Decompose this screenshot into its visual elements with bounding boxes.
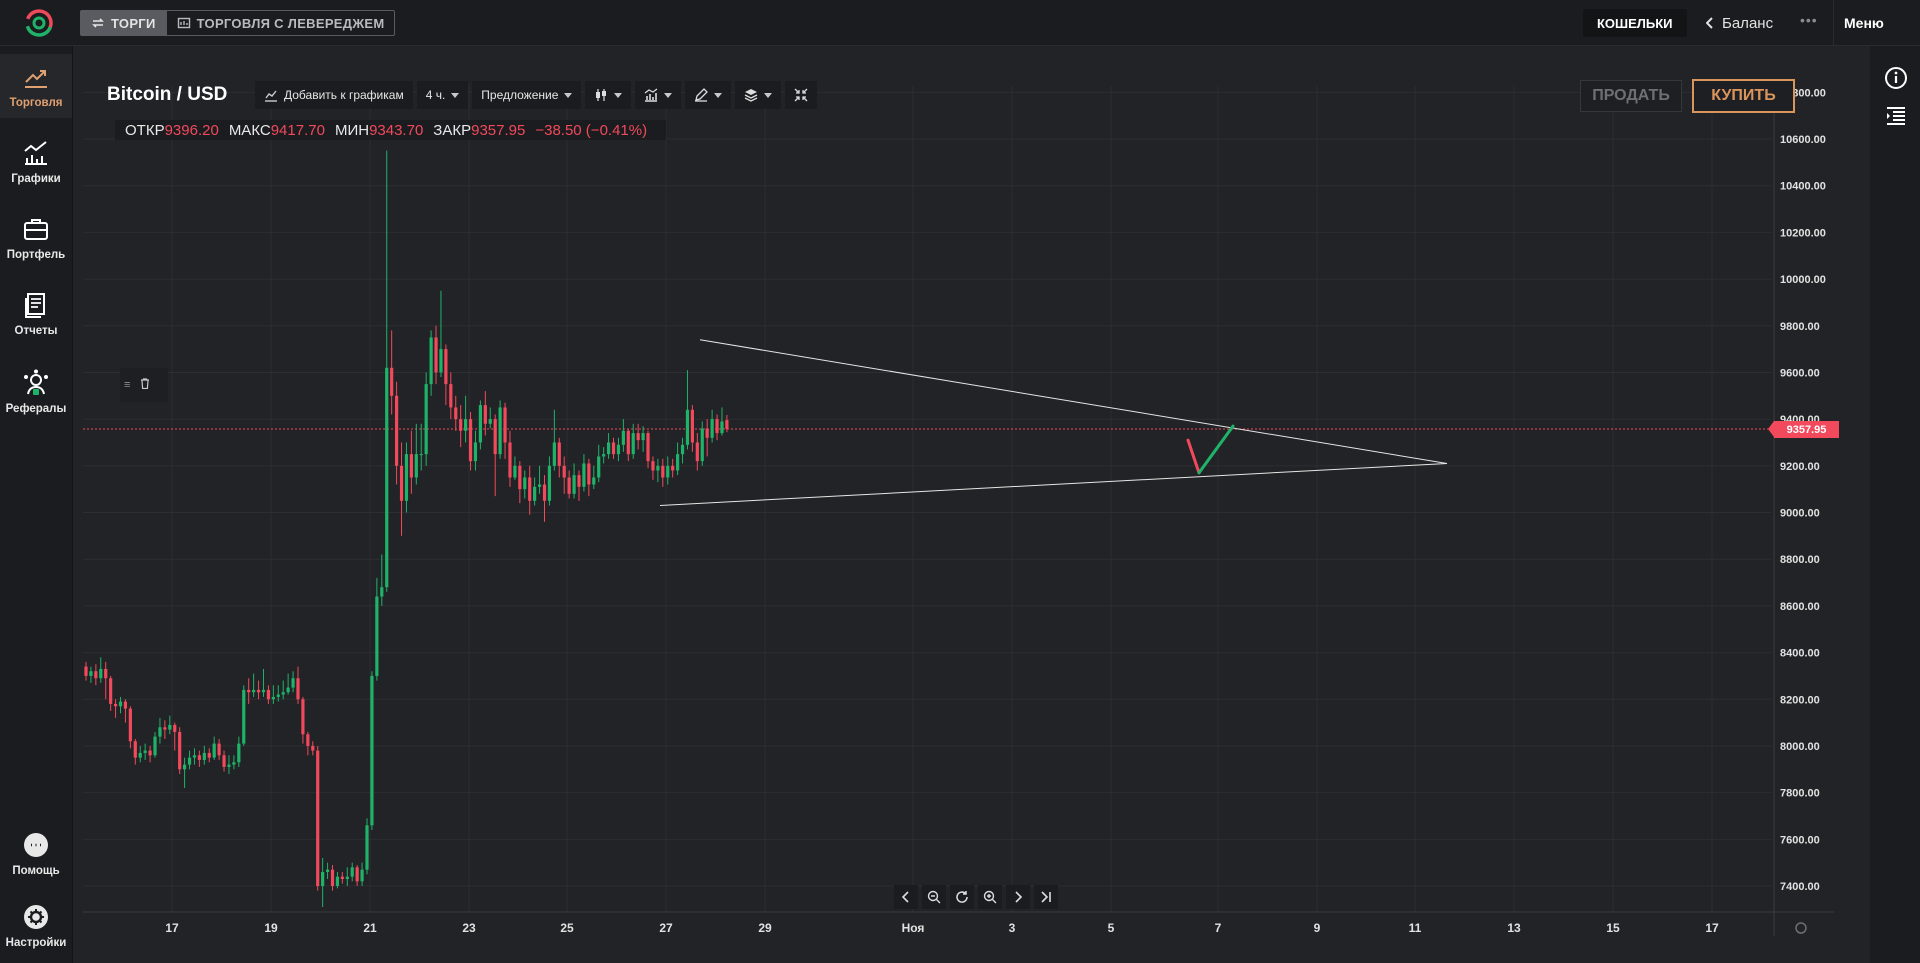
change-value: −38.50 (−0.41%): [535, 122, 647, 139]
sidebar-item-label: Настройки: [6, 937, 67, 949]
help-chat-icon: [22, 831, 50, 859]
wallets-button[interactable]: КОШЕЛЬКИ: [1583, 9, 1687, 37]
briefcase-icon: [22, 215, 50, 243]
drawing-toolbar: ≡: [120, 368, 168, 402]
price-type-select[interactable]: Предложение: [472, 81, 581, 109]
chevron-down-icon: [614, 93, 622, 98]
right-rail: [1870, 46, 1920, 963]
add-to-charts-button[interactable]: Добавить к графикам: [255, 81, 413, 109]
last-price-badge: 9357.95: [1774, 421, 1839, 438]
mode-leverage-label: ТОРГОВЛЯ С ЛЕВЕРЕДЖЕМ: [197, 16, 385, 31]
reports-icon: [22, 291, 50, 319]
sidebar-item-charts[interactable]: Графики: [0, 130, 72, 194]
mode-switch: ТОРГИ ТОРГОВЛЯ С ЛЕВЕРЕДЖЕМ: [80, 10, 395, 36]
exchange-icon: [91, 16, 105, 30]
sidebar-item-referrals[interactable]: Рефералы: [0, 360, 72, 424]
sidebar-item-reports[interactable]: Отчеты: [0, 282, 72, 346]
sidebar-item-label: Отчеты: [15, 325, 58, 337]
chart-navigation: [894, 885, 1058, 909]
skip-end-icon: [1039, 890, 1053, 904]
referrals-icon: [22, 369, 50, 397]
low-label: МИН: [335, 122, 369, 139]
chevron-down-icon: [664, 93, 672, 98]
sidebar-item-label: Рефералы: [6, 403, 67, 415]
high-value: 9417.70: [271, 122, 325, 139]
zoom-out-icon: [927, 890, 941, 904]
sidebar-item-label: Портфель: [7, 249, 65, 261]
open-value: 9396.20: [165, 122, 219, 139]
order-book-icon[interactable]: [1884, 104, 1908, 128]
more-options-button[interactable]: •••: [1800, 12, 1818, 28]
mode-trading-label: ТОРГИ: [111, 16, 156, 31]
high-label: МАКС: [229, 122, 271, 139]
pencil-icon: [694, 88, 708, 102]
drawing-tools-select[interactable]: [685, 81, 731, 109]
left-sidebar: Торговля Графики Портфель Отчеты Реферал…: [0, 46, 72, 963]
leverage-icon: [177, 16, 191, 30]
charts-icon: [22, 139, 50, 167]
sidebar-item-settings[interactable]: Настройки: [0, 894, 72, 958]
chart-type-select[interactable]: [585, 81, 631, 109]
price-type-label: Предложение: [481, 88, 558, 102]
zoom-in-button[interactable]: [978, 885, 1002, 909]
open-label: ОТКР: [125, 122, 165, 139]
refresh-icon: [955, 890, 969, 904]
mode-trading-button[interactable]: ТОРГИ: [81, 11, 166, 35]
balance-label: Баланс: [1722, 15, 1773, 32]
interval-label: 4 ч.: [426, 88, 446, 102]
sidebar-item-label: Торговля: [10, 97, 63, 109]
chevron-right-icon: [1011, 890, 1025, 904]
sell-button[interactable]: ПРОДАТЬ: [1580, 80, 1682, 112]
ohlc-readout: ОТКР9396.20 МАКС9417.70 МИН9343.70 ЗАКР9…: [115, 120, 666, 140]
pair-title: Bitcoin / USD: [107, 84, 227, 106]
mode-leverage-button[interactable]: ТОРГОВЛЯ С ЛЕВЕРЕДЖЕМ: [166, 11, 395, 35]
go-to-latest-button[interactable]: [1034, 885, 1058, 909]
low-value: 9343.70: [369, 122, 423, 139]
sidebar-item-portfolio[interactable]: Портфель: [0, 206, 72, 270]
zoom-out-button[interactable]: [922, 885, 946, 909]
chevron-down-icon: [714, 93, 722, 98]
zoom-in-icon: [983, 890, 997, 904]
trash-icon[interactable]: [140, 378, 150, 392]
layers-select[interactable]: [735, 81, 781, 109]
trade-chart-icon: [22, 63, 50, 91]
indicators-select[interactable]: [635, 81, 681, 109]
chevron-down-icon: [564, 93, 572, 98]
reset-button[interactable]: [950, 885, 974, 909]
chevron-left-icon: [1706, 17, 1714, 29]
top-bar: ТОРГИ ТОРГОВЛЯ С ЛЕВЕРЕДЖЕМ КОШЕЛЬКИ Бал…: [0, 0, 1920, 46]
candles-icon: [594, 88, 608, 102]
sidebar-item-help[interactable]: Помощь: [0, 822, 72, 886]
sidebar-item-label: Графики: [11, 173, 60, 185]
collapse-icon: [794, 88, 808, 102]
close-label: ЗАКР: [433, 122, 471, 139]
info-icon[interactable]: [1884, 66, 1908, 90]
drag-handle-icon[interactable]: ≡: [124, 379, 130, 391]
scroll-left-button[interactable]: [894, 885, 918, 909]
chart-add-icon: [264, 88, 278, 102]
scroll-right-button[interactable]: [1006, 885, 1030, 909]
menu-button[interactable]: Меню: [1833, 0, 1920, 46]
gear-icon: [22, 903, 50, 931]
fullscreen-button[interactable]: [785, 81, 817, 109]
chevron-down-icon: [764, 93, 772, 98]
brand-logo[interactable]: [24, 8, 54, 38]
indicators-icon: [644, 88, 658, 102]
balance-button[interactable]: Баланс: [1706, 12, 1773, 34]
chevron-down-icon: [451, 93, 459, 98]
close-value: 9357.95: [471, 122, 525, 139]
add-to-charts-label: Добавить к графикам: [284, 88, 404, 102]
sidebar-item-trading[interactable]: Торговля: [0, 54, 72, 118]
chart-panel[interactable]: [72, 46, 1870, 963]
chart-toolbar: Добавить к графикам 4 ч. Предложение: [255, 81, 817, 109]
layers-icon: [744, 88, 758, 102]
buy-button[interactable]: КУПИТЬ: [1692, 79, 1795, 113]
interval-select[interactable]: 4 ч.: [417, 81, 469, 109]
sidebar-item-label: Помощь: [12, 865, 59, 877]
chevron-left-icon: [899, 890, 913, 904]
